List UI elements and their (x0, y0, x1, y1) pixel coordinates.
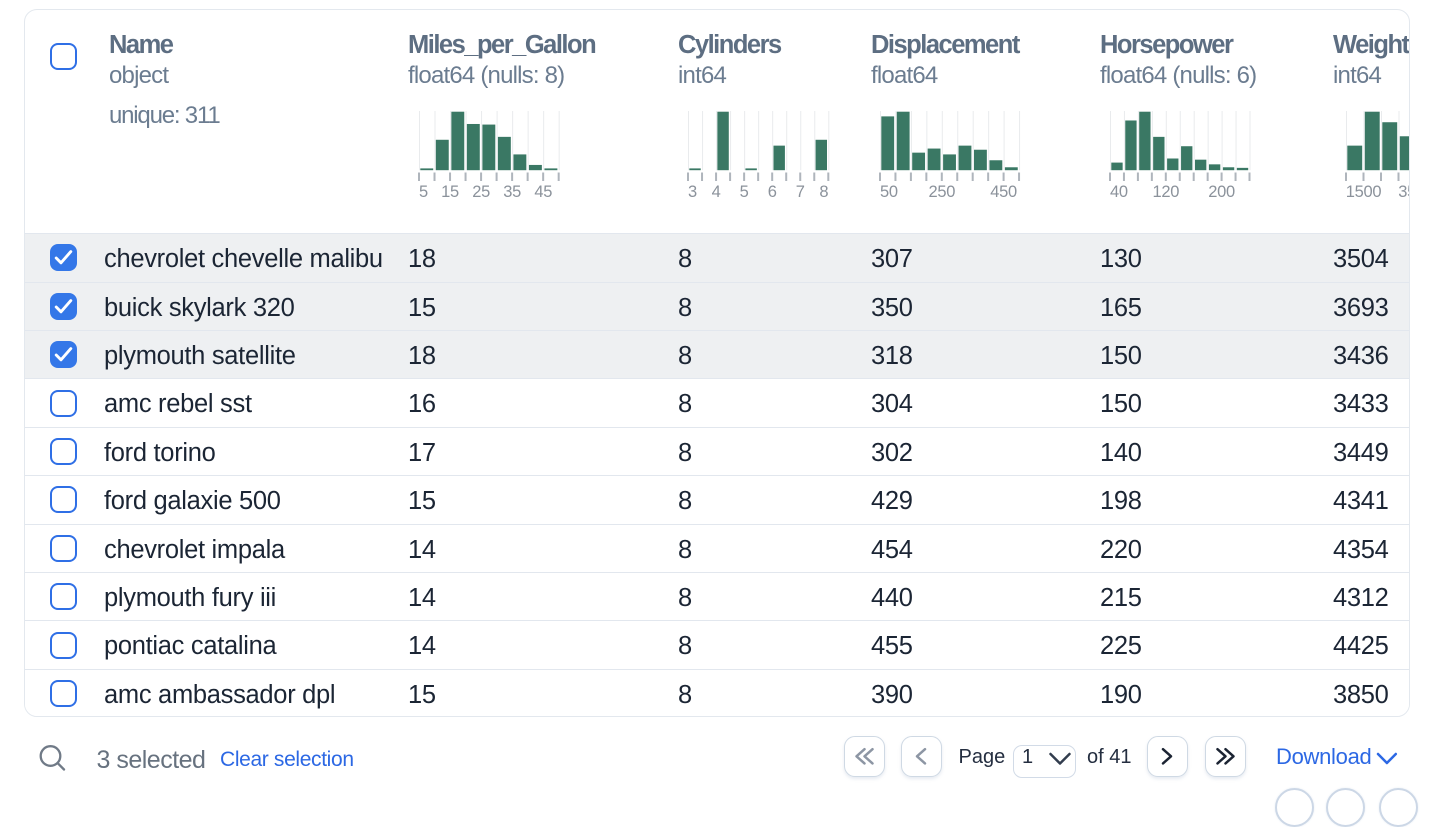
svg-text:4: 4 (711, 183, 720, 201)
svg-text:8: 8 (819, 183, 828, 201)
svg-text:1500: 1500 (1345, 183, 1381, 201)
svg-text:35: 35 (503, 183, 521, 201)
svg-text:120: 120 (1152, 183, 1179, 201)
svg-text:3500: 3500 (1398, 183, 1410, 201)
svg-text:45: 45 (534, 183, 552, 201)
svg-text:7: 7 (795, 183, 804, 201)
svg-text:15: 15 (441, 183, 459, 201)
svg-text:200: 200 (1208, 183, 1235, 201)
svg-text:5: 5 (739, 183, 748, 201)
svg-text:6: 6 (767, 183, 776, 201)
svg-text:5: 5 (419, 183, 428, 201)
svg-text:450: 450 (991, 183, 1018, 201)
svg-text:50: 50 (880, 183, 898, 201)
svg-text:250: 250 (929, 183, 956, 201)
svg-text:3: 3 (688, 183, 697, 201)
svg-text:25: 25 (472, 183, 490, 201)
svg-text:40: 40 (1110, 183, 1128, 201)
